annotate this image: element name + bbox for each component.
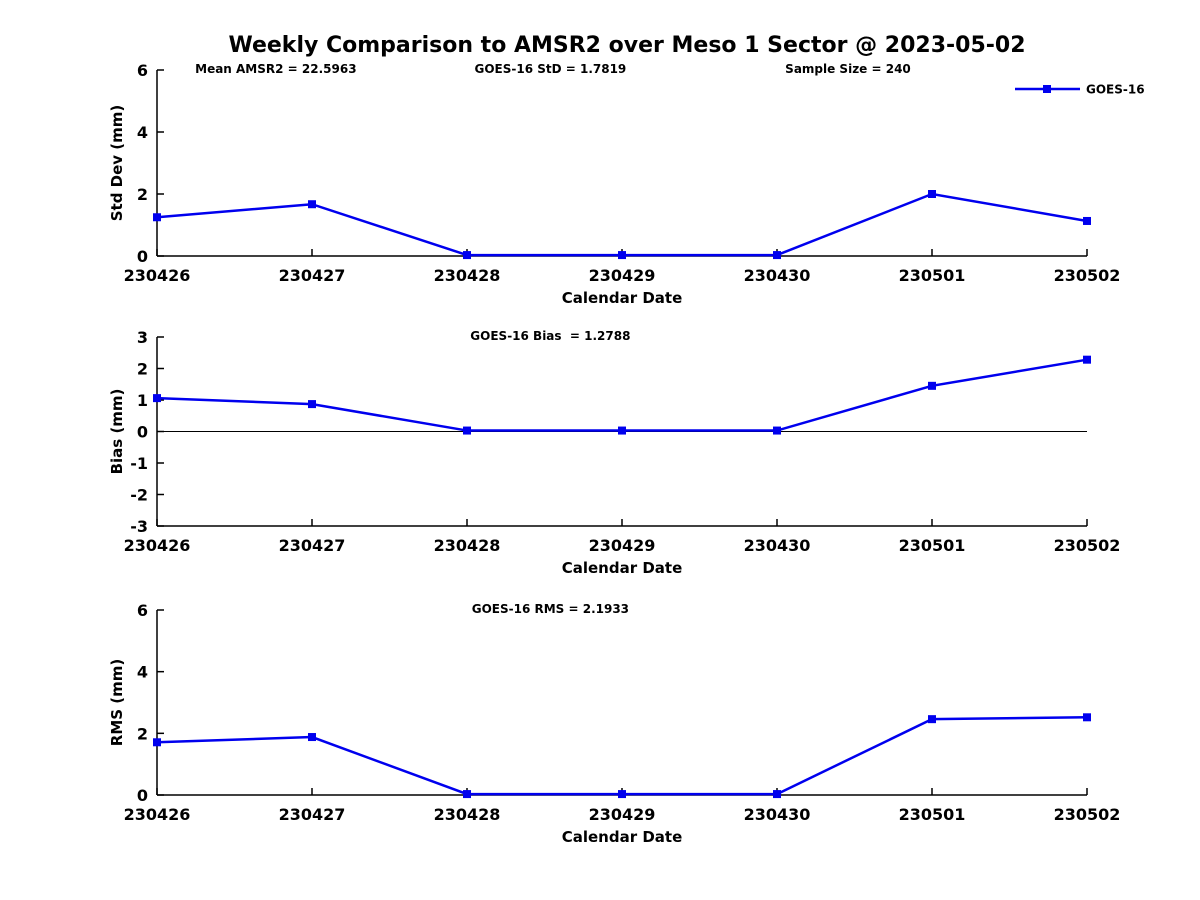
data-point-marker [928,715,936,724]
annotation: GOES-16 StD = 1.7819 [474,62,626,76]
y-tick-label: -3 [130,517,148,536]
x-tick-label: 230430 [744,266,811,285]
x-axis-label: Calendar Date [562,559,683,577]
y-tick-label: 0 [137,786,148,805]
data-point-marker [308,200,316,209]
series-line [156,716,1088,796]
x-tick-label: 230501 [899,536,966,555]
data-point-marker [463,426,471,435]
x-tick-label: 230426 [124,266,191,285]
data-point-marker [773,790,781,799]
data-point-marker [1083,216,1091,225]
x-tick-label: 230427 [279,266,346,285]
data-point-marker [1083,713,1091,722]
series-line [156,192,1088,257]
x-tick-label: 230430 [744,805,811,824]
x-tick-label: 230429 [589,536,656,555]
x-tick-label: 230430 [744,536,811,555]
annotation: Sample Size = 240 [785,62,911,76]
y-tick-label: 2 [137,360,148,379]
series-line [156,358,1088,432]
x-tick-label: 230428 [434,266,501,285]
data-point-marker [618,790,626,799]
x-tick-label: 230427 [279,536,346,555]
y-tick-label: 4 [137,123,148,142]
y-tick-label: 3 [137,328,148,347]
data-point-marker [1083,355,1091,364]
data-point-marker [463,790,471,799]
x-axis-label: Calendar Date [562,289,683,307]
x-tick-label: 230426 [124,805,191,824]
x-axis-label: Calendar Date [562,828,683,846]
legend: GOES-16 [1015,83,1145,97]
data-point-marker [463,251,471,260]
data-point-marker [928,190,936,198]
x-tick-label: 230427 [279,805,346,824]
data-point-marker [928,381,936,390]
x-tick-label: 230502 [1054,266,1121,285]
y-tick-label: 4 [137,663,148,682]
y-tick-label: 2 [137,185,148,204]
x-tick-label: 230502 [1054,536,1121,555]
data-point-marker [618,251,626,260]
y-axis-label: Std Dev (mm) [108,105,126,222]
data-point-marker [773,426,781,435]
data-point-marker [153,394,161,403]
y-tick-label: 2 [137,724,148,743]
annotation: GOES-16 RMS = 2.1933 [472,602,629,616]
legend-label: GOES-16 [1086,83,1145,97]
data-point-marker [308,400,316,409]
legend-marker [1043,85,1051,93]
x-tick-label: 230426 [124,536,191,555]
subplot-1: 0 2 4 6 230426 230427 230428 230429 230430 230501… [108,61,1145,307]
x-tick-label: 230501 [899,805,966,824]
y-tick-label: -2 [130,486,148,505]
data-point-marker [773,251,781,260]
subplot-2: -3 -2 -1 0 1 2 3 230426 230427 230428 230429 230430… [108,328,1120,577]
data-point-marker [618,426,626,435]
x-tick-label: 230428 [434,805,501,824]
data-point-marker [153,738,161,747]
figure-title: Weekly Comparison to AMSR2 over Meso 1 S… [228,33,1025,58]
y-axis-label: RMS (mm) [108,659,126,746]
data-point-marker [308,733,316,742]
x-tick-label: 230429 [589,805,656,824]
y-tick-label: 6 [137,601,148,620]
y-axis-label: Bias (mm) [108,389,126,475]
annotation: GOES-16 Bias = 1.2788 [470,329,630,343]
x-tick-label: 230428 [434,536,501,555]
y-tick-label: 0 [137,423,148,442]
y-tick-label: 6 [137,61,148,80]
data-point-marker [153,213,161,222]
subplot-3: 0 2 4 6 230426 230427 230428 230429 230430 230501… [108,601,1120,846]
x-tick-label: 230501 [899,266,966,285]
y-tick-label: -1 [130,454,148,473]
x-tick-label: 230429 [589,266,656,285]
y-tick-label: 1 [137,391,148,410]
annotation: Mean AMSR2 = 22.5963 [195,62,356,76]
y-tick-label: 0 [137,247,148,266]
x-tick-label: 230502 [1054,805,1121,824]
